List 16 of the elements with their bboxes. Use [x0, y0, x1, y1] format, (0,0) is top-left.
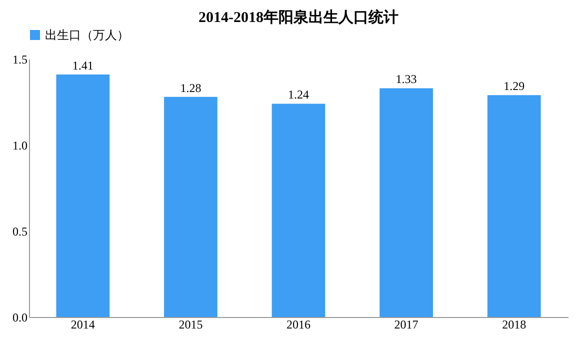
legend-label: 出生口（万人）: [45, 28, 129, 42]
chart-title: 2014-2018年阳泉出生人口统计: [198, 9, 398, 26]
data-label: 1.28: [180, 80, 202, 95]
y-tick-label: 1.5: [12, 52, 28, 66]
data-label: 1.24: [288, 88, 309, 102]
x-tick-label: 2014: [70, 318, 95, 332]
y-tick-label: 0.0: [12, 310, 28, 324]
data-label: 1.41: [72, 58, 94, 72]
y-tick-label: 0.5: [12, 224, 28, 238]
x-tick-label: 2017: [394, 318, 418, 332]
data-label: 1.29: [504, 79, 525, 94]
y-tick-label: 1.0: [12, 138, 28, 152]
data-label: 1.33: [396, 72, 417, 86]
x-tick-label: 2015: [178, 318, 203, 332]
x-tick-label: 2018: [502, 318, 526, 332]
x-tick-label: 2016: [286, 318, 310, 332]
